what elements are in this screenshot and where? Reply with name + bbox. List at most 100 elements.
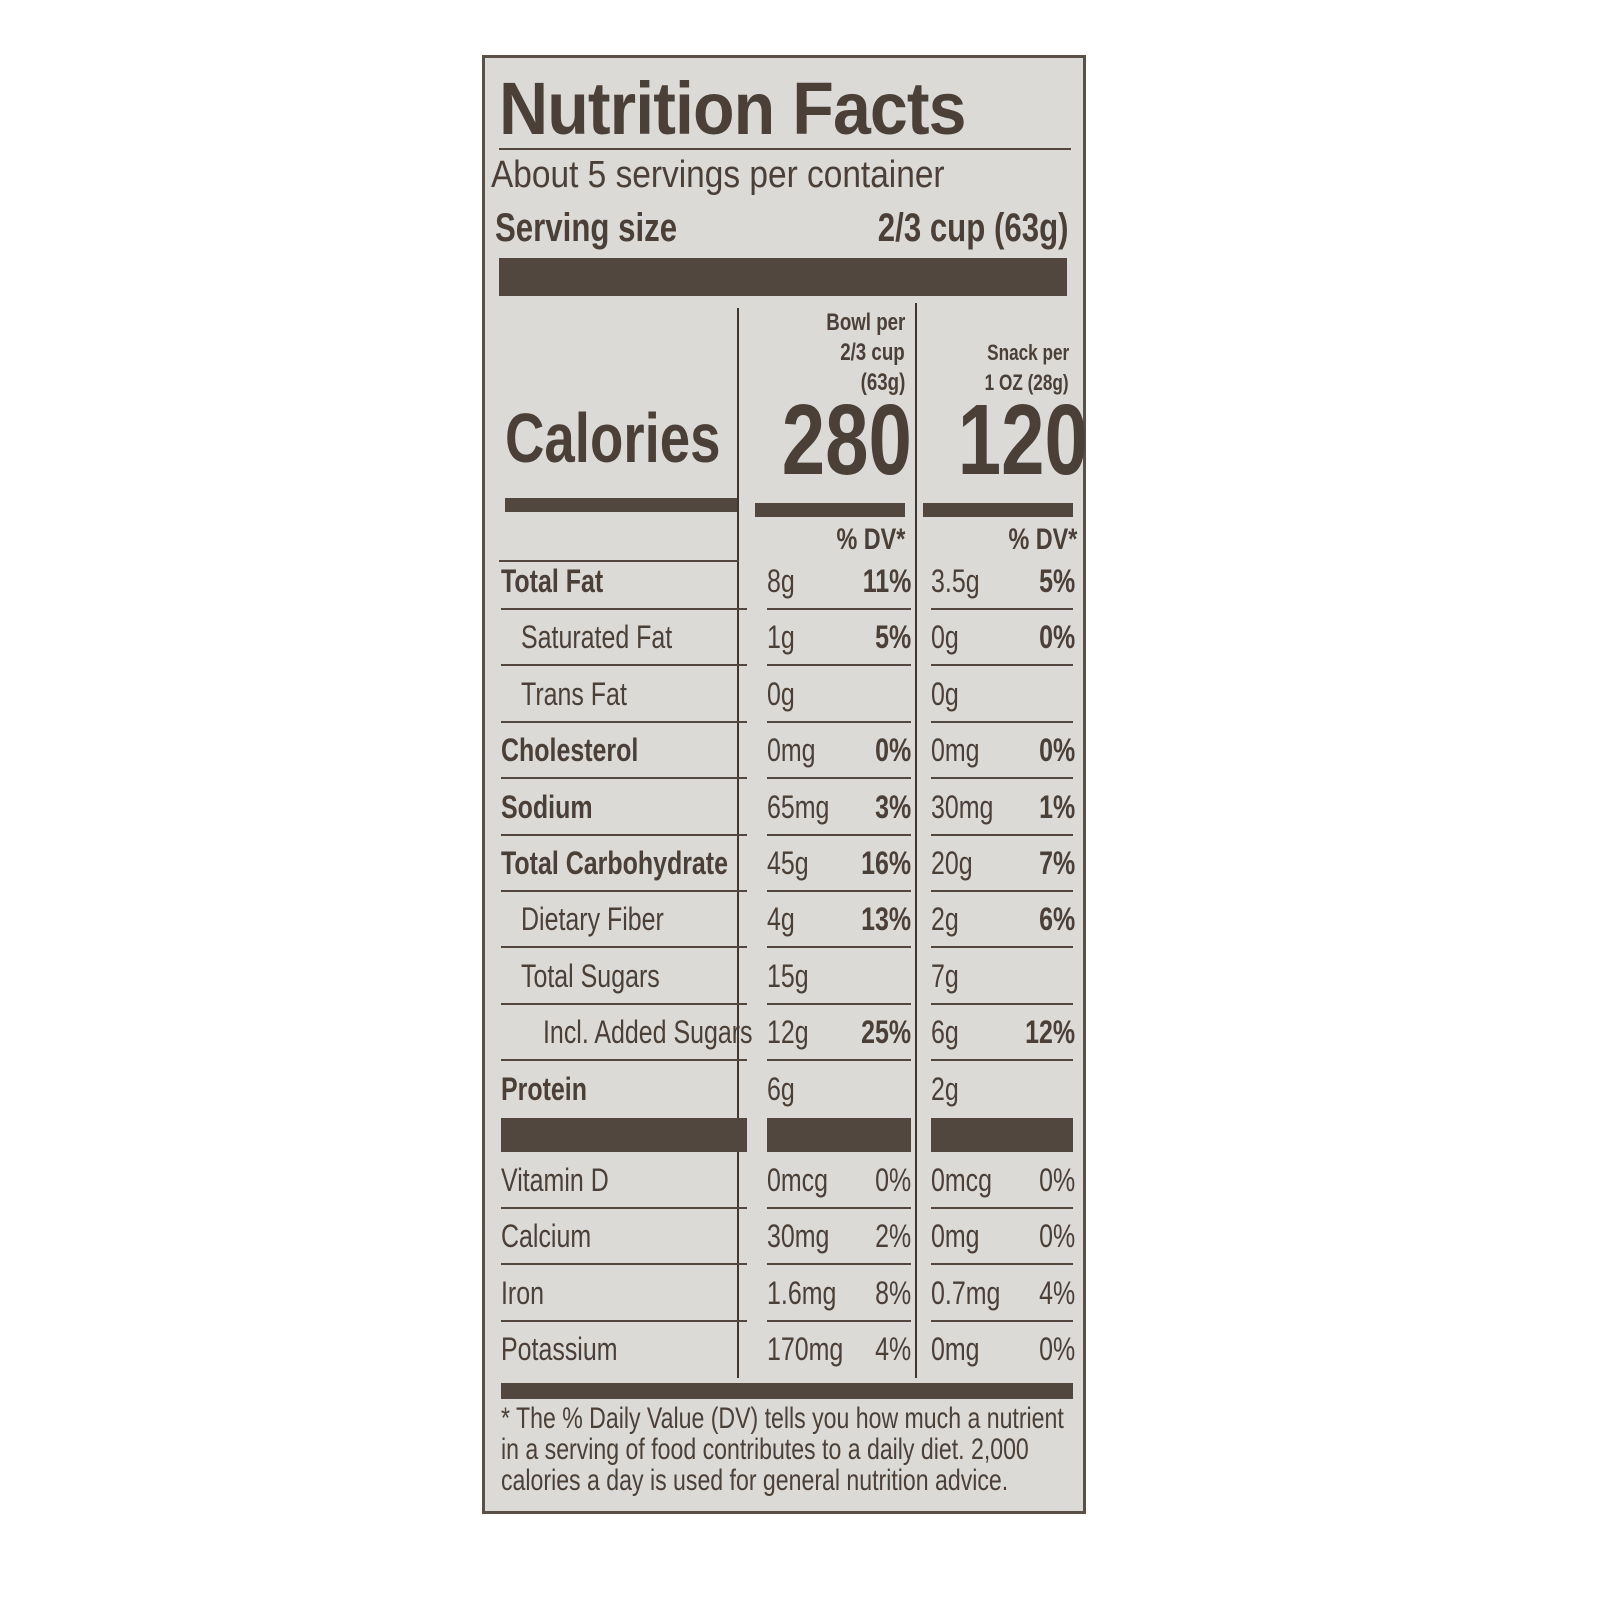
row-divider <box>931 777 1073 780</box>
calories-label: Calories <box>505 398 781 478</box>
row-divider <box>767 1319 911 1322</box>
row-divider <box>931 890 1073 892</box>
nutrient-name: Cholesterol <box>501 722 677 778</box>
row-divider <box>767 1263 911 1266</box>
amount-snack-text: 0mg <box>931 1331 980 1368</box>
col-header-line: Snack per <box>986 340 1069 365</box>
row-divider <box>931 1002 1073 1005</box>
nutrient-name: Potassium <box>501 1321 650 1377</box>
nutrient-name: Incl. Added Sugars <box>543 1004 812 1060</box>
row-divider <box>501 946 747 949</box>
nutrient-name: Saturated Fat <box>521 609 715 665</box>
dv-snack: 1% <box>945 779 1075 835</box>
calories-divider <box>505 498 737 512</box>
dv-snack: 0% <box>945 722 1075 778</box>
dv-snack: 6% <box>945 891 1075 947</box>
col-header-line: 2/3 cup <box>840 339 905 366</box>
amount-snack-text: 0.7mg <box>931 1274 1001 1311</box>
serving-size-label: Serving size <box>495 206 728 251</box>
amount-snack-text: 2g <box>931 1070 959 1107</box>
dv-bowl-text: 25% <box>861 1014 911 1051</box>
amount-bowl: 6g <box>767 1061 803 1117</box>
nutrient-name-text: Total Fat <box>501 563 604 599</box>
nutrient-name-text: Total Carbohydrate <box>501 845 728 881</box>
amount-bowl: 0mcg <box>767 1152 845 1208</box>
dv-snack-text: 4% <box>1038 1274 1075 1311</box>
dv-bowl: 13% <box>785 891 911 947</box>
amount-bowl-text: 8g <box>767 563 795 599</box>
dv-snack <box>945 666 1075 722</box>
row-divider <box>931 946 1073 949</box>
dv-snack-text: 0% <box>1038 1218 1075 1255</box>
col-header-line: (63g) <box>860 369 905 396</box>
amount-bowl-text: 1.6mg <box>767 1274 837 1311</box>
row-divider <box>767 608 911 610</box>
dv-snack-text: 7% <box>1038 845 1075 881</box>
row-divider <box>767 946 911 949</box>
row-divider <box>501 890 747 892</box>
dv-header-bowl: % DV* <box>745 523 905 557</box>
amount-bowl-text: 12g <box>767 1014 809 1051</box>
dv-snack-text: 5% <box>1038 563 1075 599</box>
dv-header-text: % DV* <box>836 523 905 556</box>
row-divider <box>931 608 1073 610</box>
row-divider <box>931 1319 1073 1322</box>
amount-bowl: 15g <box>767 948 820 1004</box>
dv-snack-text: 0% <box>1038 619 1075 656</box>
nutrient-name-text: Saturated Fat <box>521 619 673 656</box>
dv-bowl: 0% <box>785 722 911 778</box>
servings-text: About 5 servings per container <box>491 154 945 196</box>
row-divider <box>931 720 1073 723</box>
row-divider <box>767 890 911 892</box>
amount-bowl: 1g <box>767 609 803 665</box>
row-divider <box>767 833 911 836</box>
amount-snack: 2g <box>931 1061 967 1117</box>
dv-bowl: 3% <box>785 779 911 835</box>
amount-snack: 0g <box>931 609 967 665</box>
calories-divider <box>755 503 905 517</box>
amount-snack-text: 0mg <box>931 732 980 769</box>
column-header-bowl: Bowl per 2/3 cup (63g) <box>745 308 905 398</box>
dv-bowl-text: 0% <box>874 1162 911 1198</box>
row-divider <box>767 1207 911 1209</box>
amount-snack: 7g <box>931 948 967 1004</box>
vitamin-divider <box>767 1118 911 1152</box>
row-divider <box>501 833 747 836</box>
divider <box>499 148 1071 150</box>
calories-bowl-value: 280 <box>781 384 912 496</box>
col-header-line: 1 OZ (28g) <box>985 370 1069 395</box>
row-divider <box>767 777 911 780</box>
servings-per-container: About 5 servings per container <box>491 154 1006 197</box>
dv-bowl-text: 4% <box>874 1331 911 1368</box>
amount-bowl-text: 4g <box>767 901 795 938</box>
dv-snack: 0% <box>945 1321 1075 1377</box>
dv-bowl-text: 0% <box>874 732 911 769</box>
dv-snack: 5% <box>945 553 1075 609</box>
dv-snack-text: 0% <box>1038 732 1075 769</box>
dv-bowl <box>785 1061 911 1117</box>
amount-snack-text: 3.5g <box>931 563 980 599</box>
amount-bowl-text: 0mcg <box>767 1162 829 1198</box>
row-divider <box>931 664 1073 667</box>
dv-bowl <box>785 666 911 722</box>
serving-size-value-text: 2/3 cup (63g) <box>878 206 1069 250</box>
dv-header-snack: % DV* <box>921 523 1077 557</box>
dv-bowl-text: 13% <box>861 901 911 938</box>
amount-snack-text: 6g <box>931 1014 959 1051</box>
row-divider <box>501 664 747 667</box>
nutrient-name-text: Vitamin D <box>501 1162 609 1198</box>
dv-header-text: % DV* <box>1008 523 1077 556</box>
row-divider <box>501 1059 747 1062</box>
dv-bowl: 16% <box>785 835 911 891</box>
nutrition-facts-label: Nutrition Facts About 5 servings per con… <box>482 55 1088 1514</box>
amount-bowl-text: 170mg <box>767 1331 844 1368</box>
amount-snack-text: 0g <box>931 619 959 656</box>
amount-bowl: 8g <box>767 553 803 609</box>
nutrient-name-text: Iron <box>501 1274 545 1311</box>
nutrient-name: Dietary Fiber <box>521 891 704 947</box>
dv-bowl <box>785 948 911 1004</box>
dv-bowl: 25% <box>785 1004 911 1060</box>
dv-bowl-text: 2% <box>874 1218 911 1255</box>
row-divider <box>501 720 747 723</box>
dv-bowl-text: 3% <box>874 788 911 825</box>
